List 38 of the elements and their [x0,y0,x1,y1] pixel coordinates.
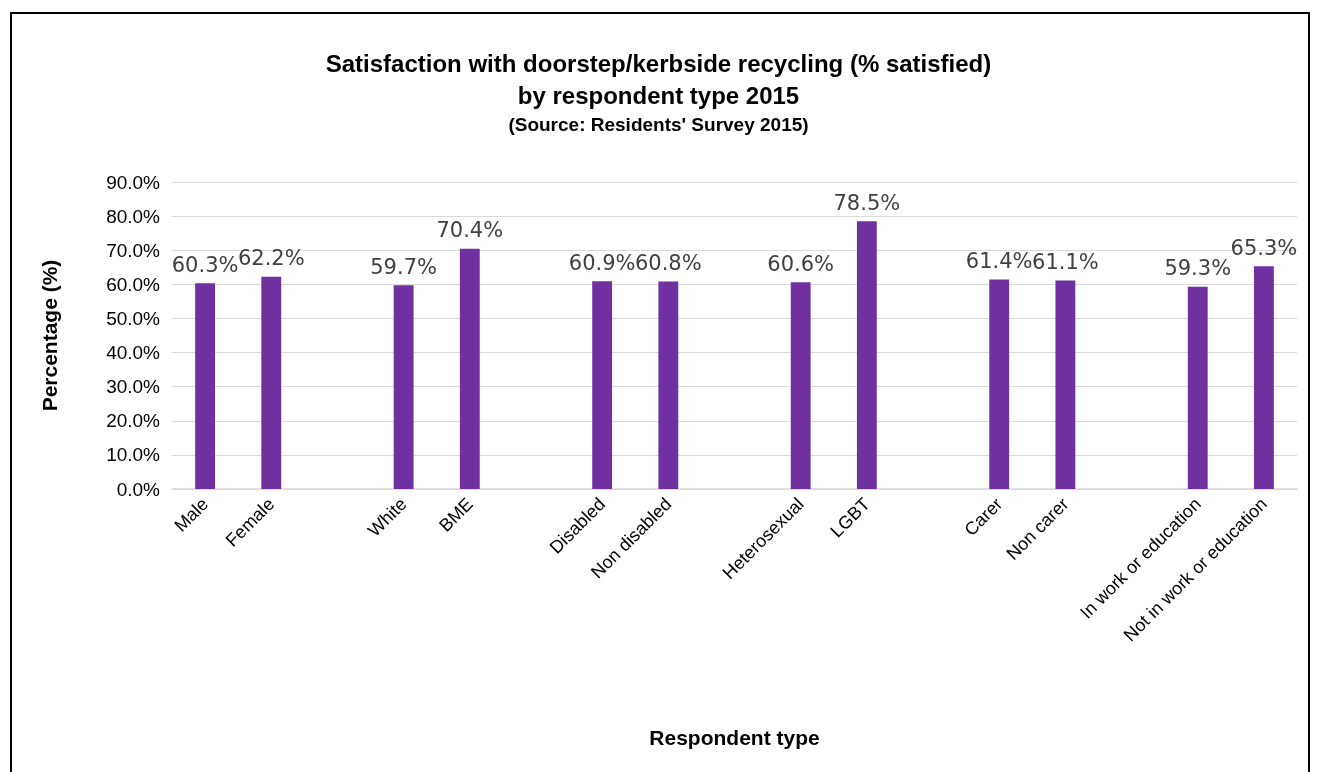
bar [592,281,613,489]
bar [393,285,414,489]
y-tick-label: 0.0% [116,478,161,500]
y-tick-label: 50.0% [106,307,161,329]
y-axis-title: Percentage (%) [38,259,61,412]
data-label: 60.9% [568,250,636,275]
bar [1187,286,1208,489]
chart-title: Satisfaction with doorstep/kerbside recycling (% satisfied) by respondent type 2015 [325,49,992,109]
data-label: 78.5% [833,190,901,215]
chart-subtitle: (Source: Residents' Survey 2015) [508,114,809,135]
data-label: 60.3% [171,252,239,277]
bar [790,282,811,489]
y-tick-label: 90.0% [106,171,161,193]
y-tick-label: 30.0% [106,376,161,398]
bar [261,276,282,489]
data-label: 65.3% [1230,235,1298,260]
data-label: 61.4% [965,249,1033,274]
bar [1253,266,1274,489]
bar [989,279,1010,489]
bar [856,221,877,489]
data-label: 59.7% [370,254,437,279]
y-tick-label: 70.0% [106,239,161,261]
y-tick-label: 60.0% [106,273,161,295]
bar [195,283,216,489]
y-tick-label: 10.0% [106,444,161,466]
data-label: 61.1% [1032,250,1099,275]
x-axis-title: Respondent type [649,726,820,749]
data-label: 62.2% [237,246,305,271]
y-tick-label: 20.0% [106,410,161,432]
bar [658,281,679,489]
data-label: 70.4% [436,218,504,243]
data-label: 60.6% [767,251,835,276]
bar [459,248,480,489]
data-label: 60.8% [634,251,702,276]
y-tick-label: 40.0% [106,342,161,364]
y-tick-label: 80.0% [106,205,161,227]
data-label: 59.3% [1164,256,1232,281]
bar [1055,280,1076,489]
